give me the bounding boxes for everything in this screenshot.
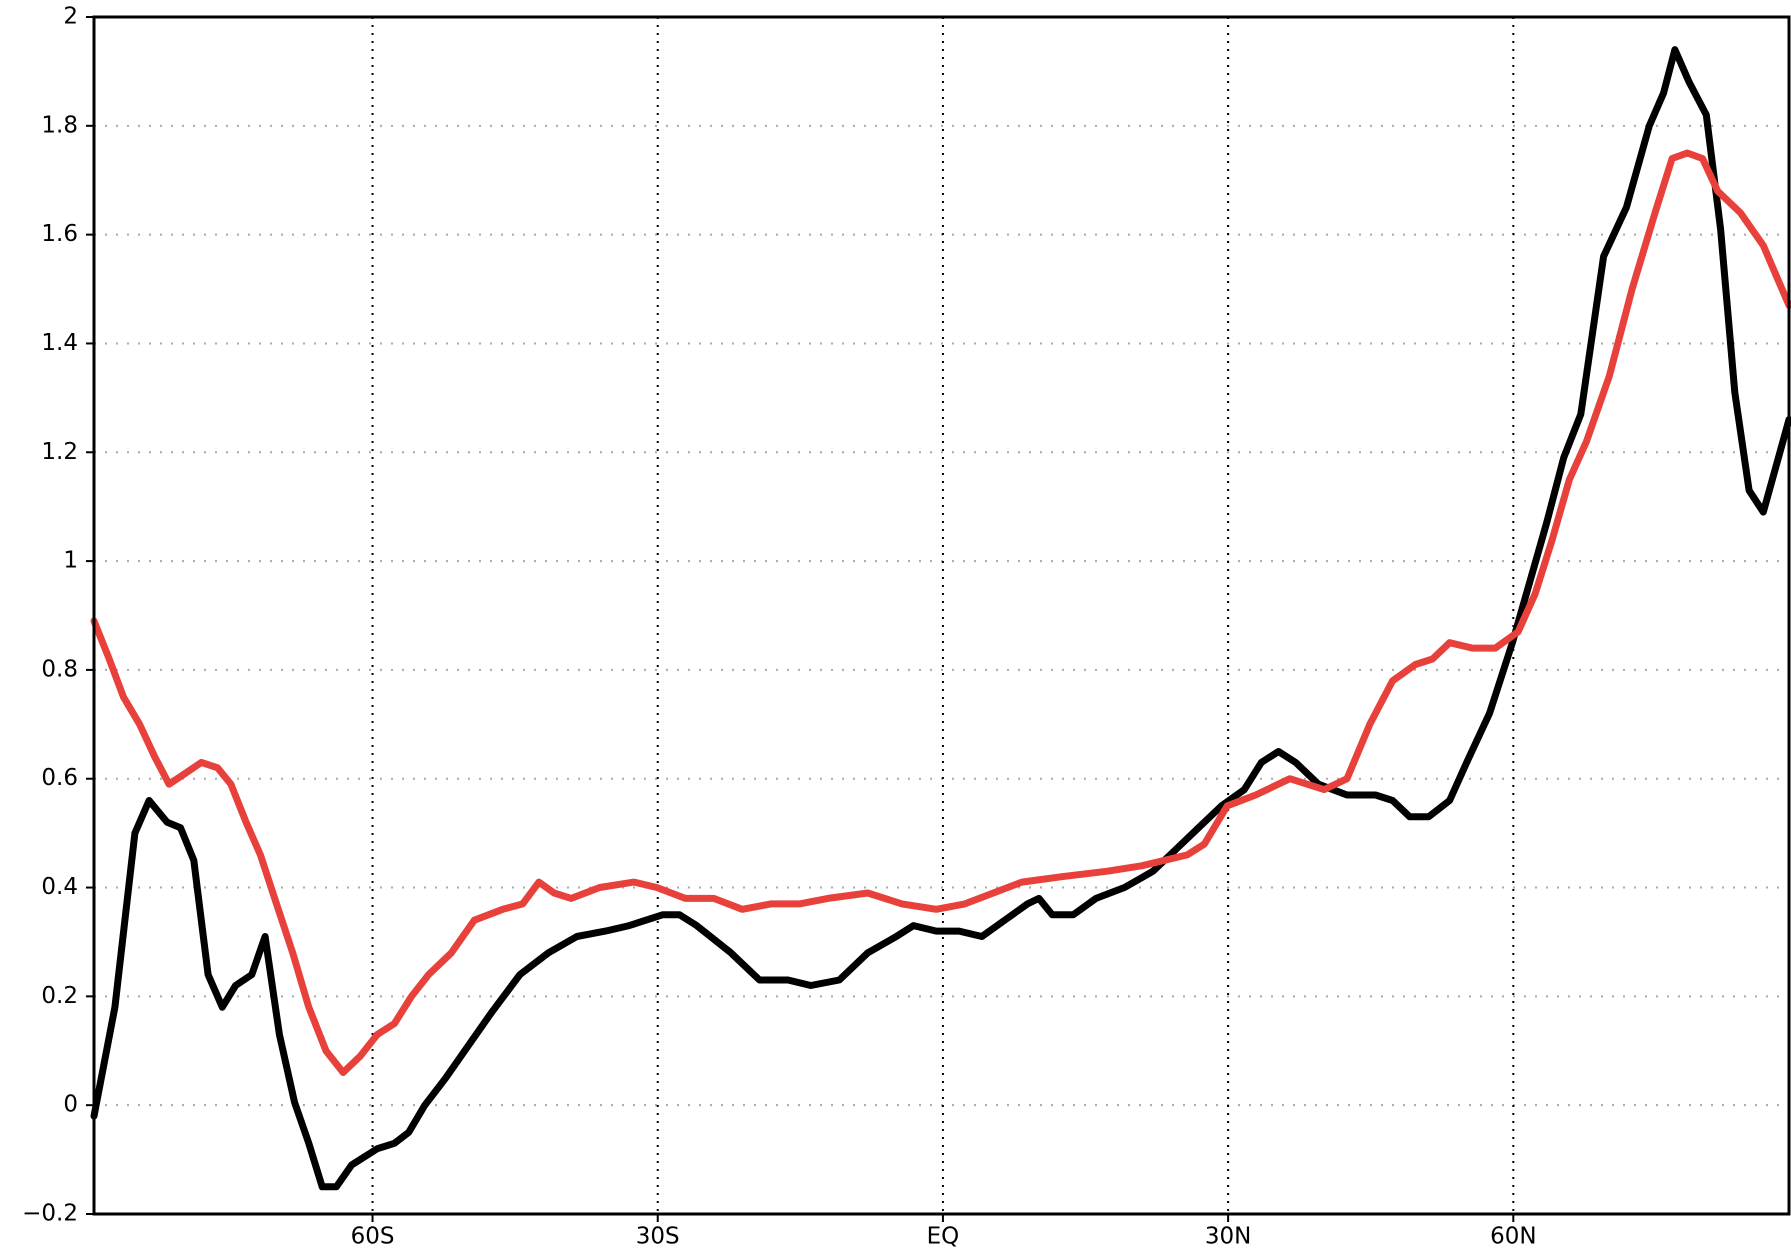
y-tick-label: 1.2 <box>41 439 78 465</box>
y-tick-label: 0.8 <box>41 656 78 682</box>
y-tick-label: 0.4 <box>41 874 78 900</box>
x-tick-label: 30N <box>1205 1224 1251 1250</box>
x-tick-label: 60N <box>1490 1224 1536 1250</box>
y-tick-label: 1.6 <box>41 221 78 247</box>
y-tick-label: 0 <box>63 1092 78 1118</box>
data-line <box>90 149 1791 1076</box>
y-tick-label: 1.8 <box>41 112 78 138</box>
x-tick-label: 30S <box>636 1224 680 1250</box>
y-tick-label: 1 <box>63 548 78 574</box>
y-tick-label: 2 <box>63 4 78 30</box>
x-tick-label: EQ <box>927 1224 960 1250</box>
y-tick-label: 1.4 <box>41 330 78 356</box>
data-line <box>90 46 1791 1191</box>
plot-frame <box>92 15 1791 1216</box>
y-tick-label: 0.6 <box>41 765 78 791</box>
y-tick-label: 0.2 <box>41 983 78 1009</box>
x-tick-label: 60S <box>351 1224 395 1250</box>
y-tick-label: −0.2 <box>22 1201 78 1227</box>
